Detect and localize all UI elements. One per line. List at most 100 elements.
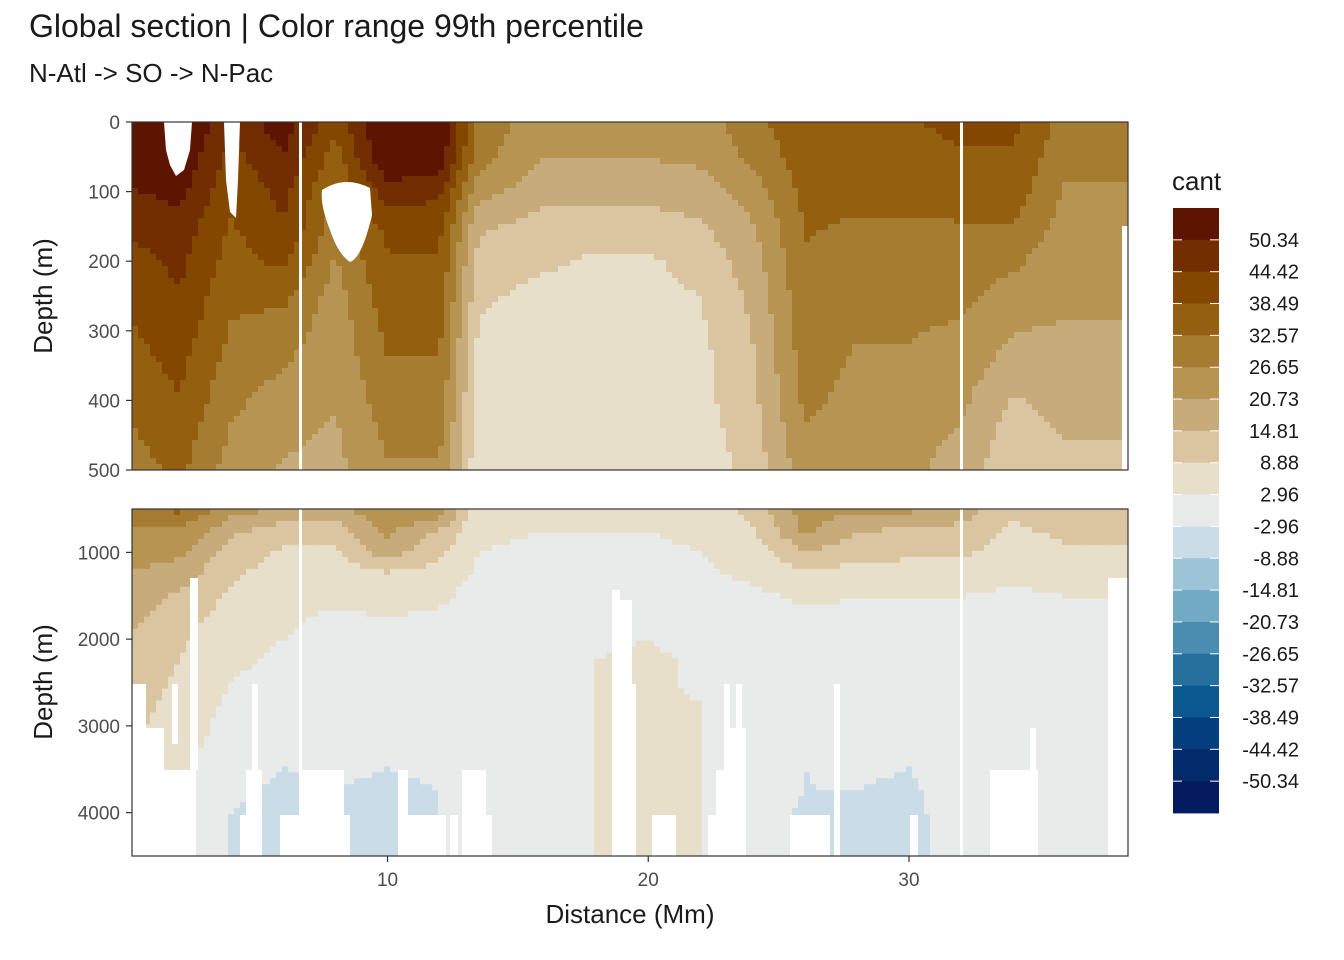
heatmap-cell bbox=[324, 176, 331, 183]
heatmap-cell bbox=[984, 182, 991, 189]
heatmap-cell bbox=[630, 182, 637, 189]
heatmap-cell bbox=[654, 254, 661, 261]
heatmap-cell bbox=[954, 278, 961, 285]
heatmap-cell bbox=[492, 236, 499, 243]
heatmap-cell bbox=[240, 134, 247, 141]
heatmap-cell bbox=[1020, 248, 1027, 255]
heatmap-cell bbox=[744, 230, 751, 237]
heatmap-cell bbox=[198, 284, 205, 291]
heatmap-cell bbox=[540, 128, 547, 135]
heatmap-cell bbox=[156, 122, 163, 129]
heatmap-cell bbox=[420, 260, 427, 267]
heatmap-cell bbox=[156, 242, 163, 249]
heatmap-cell bbox=[162, 242, 169, 249]
heatmap-cell bbox=[444, 218, 451, 225]
heatmap-cell bbox=[996, 176, 1003, 183]
heatmap-cell bbox=[804, 290, 811, 297]
heatmap-cell bbox=[558, 224, 565, 231]
heatmap-cell bbox=[504, 152, 511, 159]
heatmap-cell bbox=[792, 152, 799, 159]
heatmap-cell bbox=[720, 200, 727, 207]
heatmap-cell bbox=[480, 122, 487, 129]
heatmap-cell bbox=[294, 278, 301, 285]
heatmap-cell bbox=[162, 194, 169, 201]
heatmap-cell bbox=[258, 278, 265, 285]
heatmap-cell bbox=[630, 164, 637, 171]
heatmap-cell bbox=[336, 164, 343, 171]
heatmap-cell bbox=[702, 182, 709, 189]
heatmap-cell bbox=[1032, 194, 1039, 201]
heatmap-cell bbox=[408, 260, 415, 267]
heatmap-cell bbox=[1044, 152, 1051, 159]
heatmap-cell bbox=[216, 194, 223, 201]
heatmap-cell bbox=[618, 260, 625, 267]
heatmap-cell bbox=[282, 242, 289, 249]
heatmap-cell bbox=[276, 278, 283, 285]
heatmap-cell bbox=[906, 140, 913, 147]
heatmap-cell bbox=[222, 170, 229, 177]
heatmap-cell bbox=[582, 278, 589, 285]
heatmap-cell bbox=[354, 290, 361, 297]
heatmap-cell bbox=[324, 278, 331, 285]
heatmap-cell bbox=[654, 230, 661, 237]
heatmap-cell bbox=[666, 122, 673, 129]
heatmap-cell bbox=[804, 212, 811, 219]
heatmap-cell bbox=[258, 188, 265, 195]
heatmap-cell bbox=[606, 158, 613, 165]
heatmap-cell bbox=[720, 296, 727, 303]
heatmap-cell bbox=[1014, 164, 1021, 171]
heatmap-cell bbox=[936, 146, 943, 153]
heatmap-cell bbox=[708, 236, 715, 243]
heatmap-cell bbox=[876, 182, 883, 189]
heatmap-cell bbox=[750, 158, 757, 165]
heatmap-cell bbox=[204, 290, 211, 297]
heatmap-cell bbox=[1074, 230, 1081, 237]
heatmap-cell bbox=[420, 128, 427, 135]
heatmap-cell bbox=[300, 128, 307, 135]
heatmap-cell bbox=[444, 200, 451, 207]
heatmap-cell bbox=[246, 158, 253, 165]
heatmap-cell bbox=[252, 134, 259, 141]
heatmap-cell bbox=[480, 266, 487, 273]
heatmap-cell bbox=[192, 236, 199, 243]
heatmap-cell bbox=[462, 278, 469, 285]
heatmap-cell bbox=[924, 206, 931, 213]
heatmap-cell bbox=[888, 200, 895, 207]
heatmap-cell bbox=[198, 254, 205, 261]
heatmap-cell bbox=[414, 278, 421, 285]
heatmap-cell bbox=[708, 206, 715, 213]
heatmap-cell bbox=[1032, 254, 1039, 261]
heatmap-cell bbox=[462, 272, 469, 279]
heatmap-cell bbox=[606, 164, 613, 171]
heatmap-cell bbox=[816, 122, 823, 129]
heatmap-cell bbox=[732, 242, 739, 249]
heatmap-cell bbox=[132, 230, 139, 237]
heatmap-cell bbox=[198, 236, 205, 243]
heatmap-cell bbox=[390, 146, 397, 153]
heatmap-cell bbox=[882, 242, 889, 249]
heatmap-cell bbox=[210, 272, 217, 279]
heatmap-cell bbox=[456, 230, 463, 237]
heatmap-cell bbox=[384, 122, 391, 129]
heatmap-cell bbox=[738, 176, 745, 183]
heatmap-cell bbox=[918, 284, 925, 291]
heatmap-cell bbox=[654, 296, 661, 303]
heatmap-cell bbox=[174, 242, 181, 249]
heatmap-cell bbox=[270, 260, 277, 267]
heatmap-cell bbox=[864, 146, 871, 153]
heatmap-cell bbox=[798, 242, 805, 249]
heatmap-cell bbox=[696, 266, 703, 273]
heatmap-cell bbox=[636, 170, 643, 177]
heatmap-cell bbox=[540, 278, 547, 285]
heatmap-cell bbox=[900, 194, 907, 201]
heatmap-cell bbox=[1050, 146, 1057, 153]
heatmap-cell bbox=[816, 272, 823, 279]
heatmap-cell bbox=[726, 188, 733, 195]
heatmap-cell bbox=[192, 272, 199, 279]
heatmap-cell bbox=[468, 254, 475, 261]
heatmap-cell bbox=[228, 284, 235, 291]
heatmap-cell bbox=[546, 212, 553, 219]
heatmap-cell bbox=[798, 170, 805, 177]
heatmap-cell bbox=[240, 206, 247, 213]
heatmap-cell bbox=[804, 248, 811, 255]
